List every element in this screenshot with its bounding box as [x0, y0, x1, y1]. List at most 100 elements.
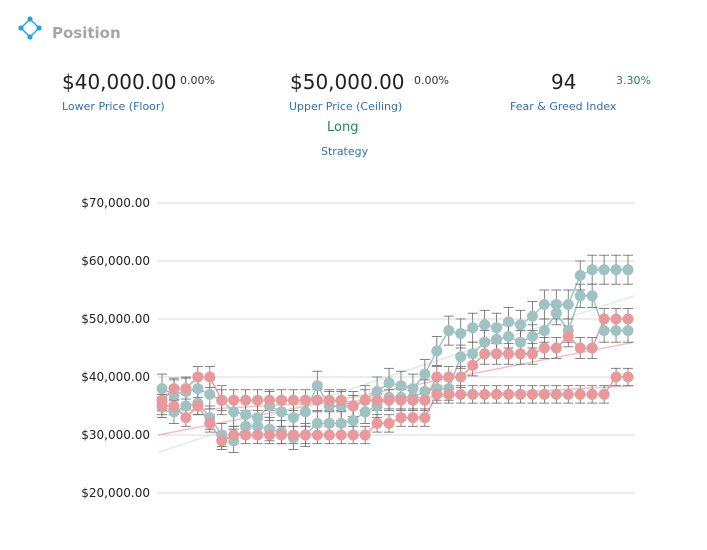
data-point: [192, 371, 204, 383]
upper-price-stat: $50,000.00: [290, 70, 405, 94]
data-point: [228, 429, 240, 441]
data-point: [622, 325, 634, 337]
data-point: [419, 386, 431, 397]
data-point: [479, 348, 491, 360]
data-point: [574, 290, 586, 302]
data-point: [467, 322, 479, 334]
data-point: [252, 394, 264, 406]
series-line: [161, 268, 628, 419]
data-point: [383, 377, 395, 389]
data-point: [180, 412, 192, 424]
data-point: [228, 406, 240, 418]
fear-greed-label[interactable]: Fear & Greed Index: [510, 100, 617, 113]
data-point: [180, 400, 192, 412]
data-point: [610, 264, 622, 276]
y-tick-label: $20,000.00: [81, 486, 150, 500]
data-point: [359, 429, 371, 441]
data-point: [419, 368, 431, 380]
data-point: [395, 394, 407, 406]
data-point: [431, 345, 443, 357]
lower-price-label[interactable]: Lower Price (Floor): [62, 100, 165, 113]
y-tick-label: $50,000.00: [81, 312, 150, 326]
y-tick-label: $30,000.00: [81, 428, 150, 442]
data-point: [275, 406, 287, 418]
data-point: [204, 371, 216, 383]
data-point: [192, 400, 204, 412]
data-point: [335, 429, 347, 441]
data-point: [622, 313, 634, 325]
data-point: [240, 394, 252, 406]
trend-line: [157, 341, 635, 436]
data-point: [455, 371, 467, 383]
data-point: [287, 412, 299, 424]
data-point: [228, 394, 240, 406]
fear-greed-value: 94: [551, 70, 577, 94]
strategy-value: Long: [327, 120, 359, 135]
data-point: [407, 394, 419, 406]
data-point: [526, 310, 538, 322]
data-point: [443, 371, 455, 383]
diamond-network-icon: [18, 16, 42, 40]
data-point: [311, 380, 323, 392]
strategy-label[interactable]: Strategy: [321, 145, 369, 158]
data-point: [491, 348, 503, 360]
data-point: [503, 330, 515, 342]
data-point: [264, 394, 276, 406]
data-point: [371, 394, 383, 406]
data-point: [216, 394, 228, 406]
data-point: [503, 316, 515, 328]
data-point: [574, 270, 586, 281]
data-point: [491, 322, 503, 334]
data-point: [562, 299, 574, 310]
data-point: [359, 394, 371, 406]
data-point: [419, 394, 431, 406]
data-point: [610, 325, 622, 337]
data-point: [550, 388, 562, 400]
data-point: [383, 417, 395, 429]
data-point: [204, 388, 216, 400]
data-point: [538, 342, 550, 354]
data-point: [240, 429, 252, 441]
data-point: [598, 264, 610, 276]
y-tick-label: $40,000.00: [81, 370, 150, 384]
data-point: [491, 333, 503, 345]
data-point: [610, 371, 622, 383]
data-point: [562, 388, 574, 400]
data-point: [299, 429, 311, 441]
data-point: [455, 328, 467, 339]
data-point: [550, 342, 562, 354]
data-point: [395, 380, 407, 392]
data-point: [192, 383, 204, 395]
price-chart: $70,000.00 $60,000.00 $50,000.00 $40,000.00…: [81, 196, 635, 500]
data-point: [526, 348, 538, 360]
data-point: [252, 420, 264, 432]
data-point: [598, 325, 610, 337]
upper-price-label[interactable]: Upper Price (Ceiling): [289, 100, 403, 113]
data-point: [335, 394, 347, 406]
data-point: [275, 394, 287, 406]
data-point: [311, 429, 323, 441]
data-point: [275, 429, 287, 441]
data-point: [586, 264, 598, 276]
data-point: [514, 348, 526, 360]
data-point: [419, 412, 431, 424]
data-point: [598, 313, 610, 325]
lower-price-change: 0.00%: [180, 74, 215, 87]
series-line: [161, 318, 628, 407]
data-point: [335, 417, 347, 429]
data-point: [503, 348, 515, 360]
data-point: [514, 388, 526, 400]
data-point: [455, 388, 467, 400]
data-point: [240, 420, 252, 432]
data-point: [299, 406, 311, 418]
data-point: [467, 388, 479, 400]
data-point: [216, 435, 228, 447]
data-point: [467, 359, 479, 371]
data-point: [180, 383, 192, 395]
data-point: [526, 330, 538, 342]
data-point: [538, 299, 550, 310]
data-point: [514, 319, 526, 331]
data-point: [371, 386, 383, 397]
data-point: [252, 412, 264, 424]
data-point: [311, 417, 323, 429]
